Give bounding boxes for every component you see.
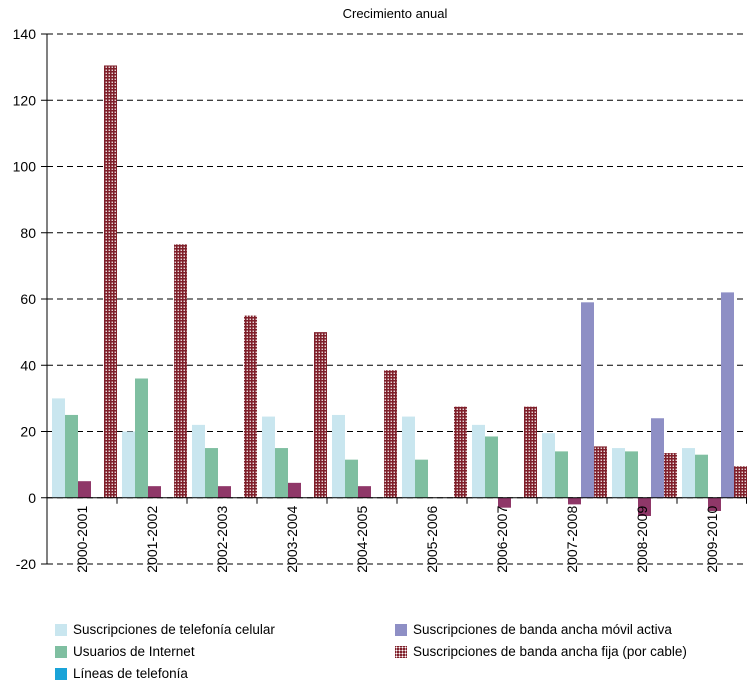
y-tick-label: 100 (13, 159, 37, 175)
legend-label: Suscripciones de telefonía celular (73, 622, 275, 637)
bar (664, 453, 677, 498)
y-tick-label: 20 (20, 424, 36, 440)
bar (708, 497, 721, 511)
chart-title: Crecimiento anual (343, 6, 448, 21)
bar (244, 315, 257, 498)
y-tick-label: 60 (20, 291, 36, 307)
bar (638, 497, 651, 516)
x-tick-label: 2000-2001 (74, 506, 90, 573)
x-tick-label: 2007-2008 (564, 506, 580, 573)
legend-item: Suscripciones de telefonía celular (55, 622, 275, 637)
bar (205, 448, 218, 498)
bar (104, 65, 117, 498)
bar (332, 414, 345, 498)
bar (682, 448, 695, 498)
bar (275, 448, 288, 498)
bar (498, 497, 511, 508)
legend-label: Líneas de telefonía (73, 666, 188, 681)
legend-label: Suscripciones de banda ancha móvil activ… (413, 622, 672, 637)
bar (721, 292, 734, 498)
y-tick-label: 80 (20, 225, 36, 241)
legend-label: Usuarios de Internet (73, 644, 195, 659)
bar (52, 398, 65, 498)
bar-chart: Crecimiento anual 140120100806040200-20 … (13, 6, 747, 573)
bar (485, 436, 498, 498)
legend-item: Suscripciones de banda ancha fija (por c… (395, 644, 687, 659)
legend-swatch (395, 645, 407, 658)
x-tick-label: 2003-2004 (284, 506, 300, 573)
bar (524, 406, 537, 498)
bar (454, 406, 467, 498)
bar (384, 370, 397, 498)
bar (734, 466, 747, 498)
legend-item: Suscripciones de banda ancha móvil activ… (395, 622, 672, 637)
bar (415, 459, 428, 498)
x-tick-label: 2005-2006 (424, 506, 440, 573)
x-tick-label: 2002-2003 (214, 506, 230, 573)
legend-swatch (55, 645, 67, 658)
bar (78, 481, 91, 498)
y-axis-ticks: 140 120 100 80 60 40 20 0 -20 (13, 26, 47, 572)
bar (625, 451, 638, 498)
bar (65, 414, 78, 498)
bar (314, 332, 327, 498)
x-tick-label: 2001-2002 (144, 506, 160, 573)
bar (174, 244, 187, 498)
y-tick-label: 120 (13, 92, 37, 108)
bar (568, 497, 581, 505)
bar (402, 416, 415, 498)
bar (542, 433, 555, 498)
legend-item: Líneas de telefonía (55, 666, 188, 681)
legend-label: Suscripciones de banda ancha fija (por c… (413, 644, 687, 659)
bar (345, 459, 358, 498)
y-tick-label: 140 (13, 26, 37, 42)
x-tick-label: 2009-2010 (704, 506, 720, 573)
bar (651, 418, 664, 498)
bar (358, 486, 371, 498)
x-tick-label: 2004-2005 (354, 506, 370, 573)
x-tick-label: 2008-2009 (634, 506, 650, 573)
y-tick-label: 0 (28, 490, 36, 506)
bar (122, 431, 135, 498)
bar (148, 486, 161, 498)
bar (612, 448, 625, 498)
bar (695, 454, 708, 498)
bar (192, 424, 205, 498)
legend-item: Usuarios de Internet (55, 644, 195, 659)
bar (262, 416, 275, 498)
y-tick-label: -20 (16, 556, 36, 572)
legend-swatch (55, 667, 67, 680)
bar (288, 482, 301, 498)
bar (594, 446, 607, 498)
bar (135, 378, 148, 498)
y-tick-label: 40 (20, 357, 36, 373)
legend-swatch (395, 623, 407, 636)
legend: Suscripciones de telefonía celular Suscri… (55, 622, 745, 686)
x-tick-label: 2006-2007 (494, 506, 510, 573)
legend-swatch (55, 623, 67, 636)
x-axis-ticks: 2000-2001 2001-2002 2002-2003 2003-2004 2004… (46, 497, 747, 573)
bar (472, 424, 485, 498)
bar (555, 451, 568, 498)
bar (581, 302, 594, 498)
bar (218, 486, 231, 498)
bars (52, 65, 747, 516)
